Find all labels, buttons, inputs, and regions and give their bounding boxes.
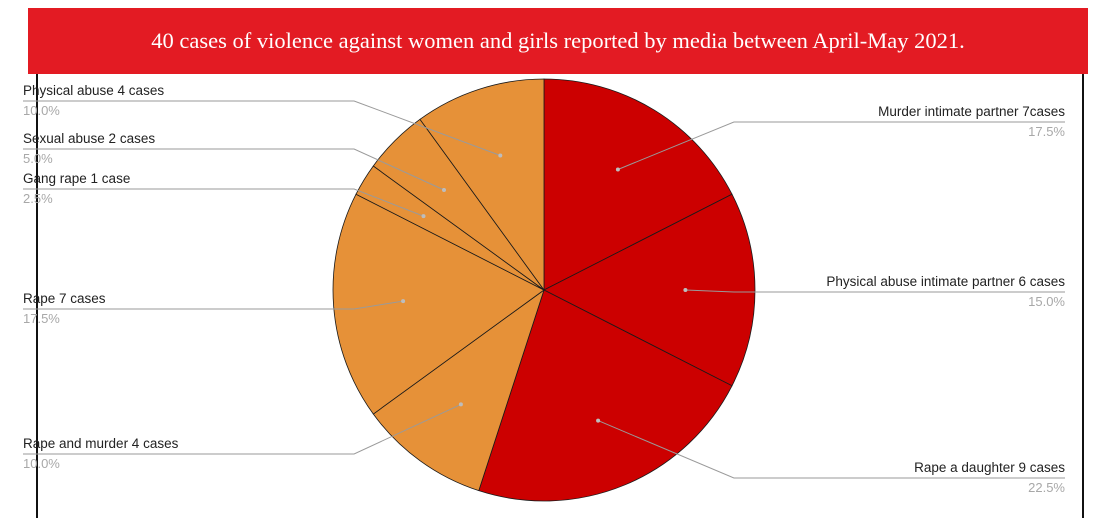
slice-percent-rape-a-daughter-9-cases: 22.5% bbox=[1028, 480, 1065, 495]
leader-dot-physical-abuse-4-cases bbox=[498, 153, 503, 158]
leader-dot-rape-a-daughter-9-cases bbox=[596, 418, 601, 423]
leader-dot-murder-intimate-partner-7cases bbox=[615, 167, 620, 172]
leader-line-physical-abuse-4-cases bbox=[23, 100, 501, 156]
pie-slice-rape-a-daughter-9-cases bbox=[478, 289, 733, 502]
leader-line-sexual-abuse-2-cases bbox=[23, 148, 445, 191]
chart-title: 40 cases of violence against women and g… bbox=[28, 8, 1088, 74]
leader-dot-gang-rape-1-case bbox=[421, 214, 426, 219]
leader-line-rape-and-murder-4-cases bbox=[23, 403, 462, 455]
slice-percent-murder-intimate-partner-7cases: 17.5% bbox=[1028, 124, 1065, 139]
leader-line-rape-a-daughter-9-cases bbox=[597, 420, 1065, 479]
leader-line-physical-abuse-intimate-partner-6-cases bbox=[685, 289, 1065, 293]
slice-percent-rape-7-cases: 17.5% bbox=[23, 311, 60, 326]
pie-slice-murder-intimate-partner-7cases bbox=[543, 78, 733, 291]
slice-percent-gang-rape-1-case: 2.5% bbox=[23, 191, 53, 206]
leader-line-gang-rape-1-case bbox=[23, 188, 424, 217]
slice-label-physical-abuse-intimate-partner-6-cases: Physical abuse intimate partner 6 cases bbox=[826, 274, 1065, 289]
leader-line-rape-7-cases bbox=[23, 300, 404, 310]
slice-labels: Murder intimate partner 7cases 17.5% Physi… bbox=[23, 83, 1065, 495]
slice-label-rape-a-daughter-9-cases: Rape a daughter 9 cases bbox=[914, 460, 1065, 475]
leader-dot-rape-and-murder-4-cases bbox=[458, 402, 463, 407]
leader-dot-sexual-abuse-2-cases bbox=[442, 188, 446, 192]
pie-slice-rape-and-murder-4-cases bbox=[372, 288, 545, 492]
slice-label-rape-7-cases: Rape 7 cases bbox=[23, 291, 106, 306]
slice-label-sexual-abuse-2-cases: Sexual abuse 2 cases bbox=[23, 131, 155, 146]
leader-dot-rape-7-cases bbox=[401, 299, 406, 304]
leader-line-murder-intimate-partner-7cases bbox=[617, 121, 1065, 170]
slice-percent-physical-abuse-intimate-partner-6-cases: 15.0% bbox=[1028, 294, 1065, 309]
slice-percent-rape-and-murder-4-cases: 10.0% bbox=[23, 456, 60, 471]
slice-label-rape-and-murder-4-cases: Rape and murder 4 cases bbox=[23, 436, 179, 451]
slice-percent-sexual-abuse-2-cases: 5.0% bbox=[23, 151, 53, 166]
slice-label-physical-abuse-4-cases: Physical abuse 4 cases bbox=[23, 83, 164, 98]
pie-slice-physical-abuse-intimate-partner-6-cases bbox=[543, 193, 756, 387]
slice-percent-physical-abuse-4-cases: 10.0% bbox=[23, 103, 60, 118]
slice-label-murder-intimate-partner-7cases: Murder intimate partner 7cases bbox=[878, 104, 1065, 119]
leader-dot-physical-abuse-intimate-partner-6-cases bbox=[683, 288, 688, 292]
pie-slices bbox=[332, 78, 756, 502]
pie-slice-rape-7-cases bbox=[332, 193, 545, 415]
pie-slice-physical-abuse-4-cases bbox=[419, 78, 545, 292]
slice-label-gang-rape-1-case: Gang rape 1 case bbox=[23, 171, 130, 186]
leader-lines bbox=[23, 100, 1065, 479]
